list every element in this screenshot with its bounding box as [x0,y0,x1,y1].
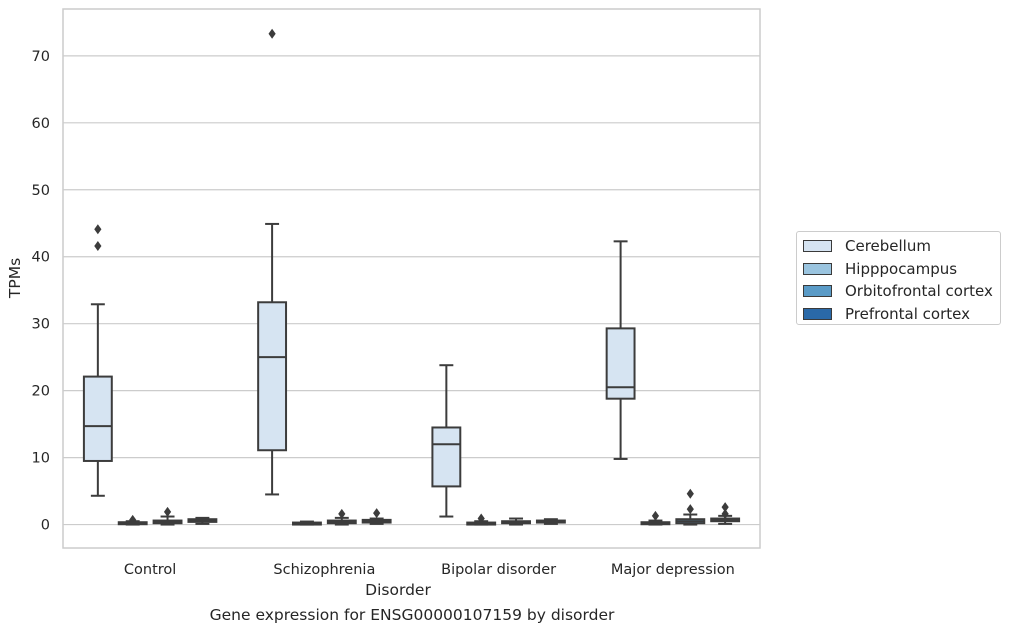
legend-swatch [803,285,832,298]
outlier-point [94,241,102,252]
legend: Cerebellum Hipppocampus Orbitofrontal cort… [796,231,1001,325]
legend-item: Hipppocampus [803,258,1000,281]
y-tick-label: 60 [32,116,50,132]
box-3-2 [675,488,706,526]
box-1-2 [326,508,357,526]
outlier-point [129,514,137,525]
box-2-1 [466,513,497,526]
outlier-point [163,506,172,517]
legend-swatch [803,240,832,253]
y-tick-label: 50 [32,183,50,199]
box-0-3 [187,516,218,525]
box-body [82,375,113,462]
outlier-point [268,28,276,39]
x-tick-label: Bipolar disorder [441,562,556,578]
legend-swatch [803,262,832,275]
x-axis-label: Disorder [365,581,431,599]
box-0-0 [82,224,113,497]
outlier-point [721,508,729,519]
box-body [257,301,288,452]
box-3-1 [640,510,671,526]
legend-label: Orbitofrontal cortex [845,282,993,301]
outlier-point [338,508,346,519]
legend-item: Prefrontal cortex [803,303,1000,326]
outlier-point [721,502,729,513]
legend-item: Cerebellum [803,235,1000,258]
legend-item: Orbitofrontal cortex [803,280,1000,303]
box-2-3 [535,518,566,525]
legend-label: Prefrontal cortex [845,304,970,323]
x-tick-label: Major depression [611,562,735,578]
y-tick-label: 30 [32,317,50,333]
y-tick-label: 70 [32,49,50,65]
x-tick-label: Control [124,562,176,578]
box-1-0 [257,28,288,496]
tick-labels: 0 10 20 30 40 50 60 70 Control Schizophrenia Bipol… [32,49,735,578]
outlier-point [686,504,694,515]
outlier-point [686,488,694,499]
figure-caption: Gene expression for ENSG00000107159 by d… [209,606,615,624]
outlier-point [477,513,485,524]
box-0-1 [117,514,148,526]
y-axis-label: TPMs [6,258,24,299]
box-2-2 [501,517,531,526]
box-body [431,426,462,488]
outlier-point [94,224,102,235]
box-0-2 [152,506,183,526]
legend-label: Cerebellum [845,237,931,256]
plot-area [62,8,761,549]
grid-lines [63,55,760,526]
y-tick-label: 10 [32,451,50,467]
y-tick-label: 20 [32,384,50,400]
box-series [82,28,741,526]
outlier-point [651,510,660,521]
box-2-0 [431,364,462,518]
legend-swatch [803,307,832,320]
box-3-0 [605,240,636,460]
box-1-1 [292,520,322,526]
box-1-3 [361,508,392,525]
box-3-3 [710,502,741,525]
y-tick-label: 40 [32,250,50,266]
x-tick-label: Schizophrenia [273,562,375,578]
outlier-point [373,508,381,519]
y-tick-label: 0 [41,518,50,534]
legend-label: Hipppocampus [845,259,958,278]
